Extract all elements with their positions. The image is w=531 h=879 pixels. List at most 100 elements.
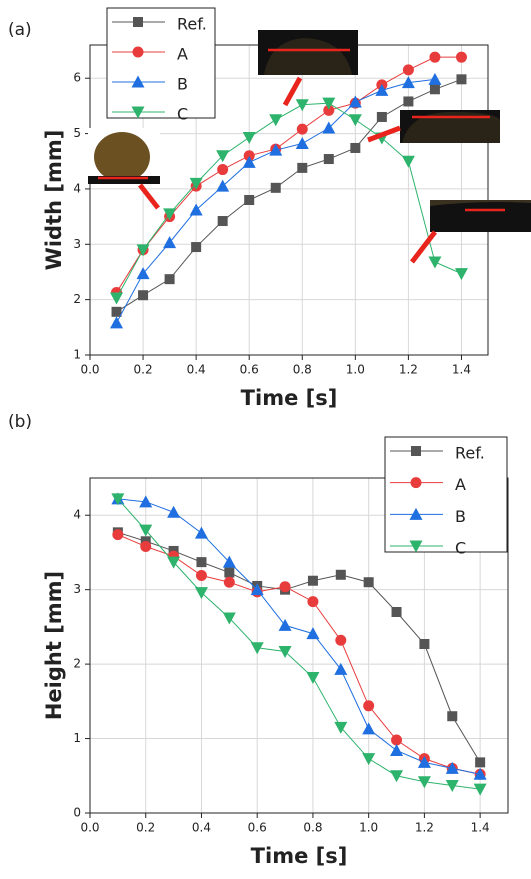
y-tick-label: 3	[73, 237, 81, 251]
plots: (a) 0.0 0.2 0.4 0.6 0.8 1.0 1.2 1.4 1 2 3 4 5 6 Time [s…	[8, 7, 509, 868]
marker	[445, 779, 459, 792]
marker	[195, 570, 207, 582]
marker	[278, 645, 292, 658]
pointer-arrow	[282, 76, 303, 107]
x-tick-label: 1.0	[346, 363, 365, 377]
y-tick-label: 1	[73, 731, 81, 745]
marker	[296, 123, 308, 135]
y-tick-label: 1	[73, 348, 81, 362]
marker	[335, 569, 346, 580]
legend-label: C	[455, 539, 466, 558]
x-tick-label: 0.8	[293, 363, 312, 377]
x-tick-label: 0.6	[248, 821, 267, 835]
legend-label: Ref.	[177, 15, 207, 34]
marker	[429, 84, 440, 95]
marker	[139, 495, 153, 508]
marker	[297, 162, 308, 173]
y-tick-label: 2	[73, 657, 81, 671]
y-axis-title: Width [mm]	[42, 130, 66, 271]
marker	[167, 505, 181, 518]
plot-frame	[89, 477, 509, 814]
legend-marker	[411, 446, 421, 456]
marker	[401, 76, 415, 89]
marker	[402, 64, 414, 76]
marker	[348, 95, 362, 108]
marker	[455, 51, 467, 63]
y-tick-label: 0	[73, 806, 81, 820]
marker	[445, 761, 459, 774]
marker	[429, 51, 441, 63]
pointer-arrow	[410, 230, 437, 264]
marker	[401, 155, 415, 168]
marker	[390, 743, 404, 756]
marker	[250, 642, 264, 655]
legend-marker	[409, 540, 423, 553]
marker	[110, 292, 124, 305]
x-tick-label: 0.4	[192, 821, 211, 835]
marker	[323, 104, 335, 116]
x-tick-label: 0.0	[80, 821, 99, 835]
marker	[335, 634, 347, 646]
substrate	[88, 176, 160, 184]
marker	[403, 96, 414, 107]
marker	[217, 164, 229, 176]
pointer-arrow	[138, 183, 160, 210]
legend-label: B	[177, 75, 188, 94]
y-axis-title: Height [mm]	[42, 571, 66, 720]
legend-label: C	[177, 105, 188, 124]
marker	[242, 155, 256, 168]
legend-marker	[410, 477, 422, 489]
marker	[375, 83, 389, 96]
marker	[307, 575, 318, 586]
marker	[243, 150, 255, 162]
marker	[189, 177, 203, 190]
y-tick-label: 5	[73, 126, 81, 140]
marker	[295, 137, 309, 150]
marker	[191, 242, 202, 253]
panel-label: (b)	[8, 412, 32, 432]
legend-label: A	[455, 475, 466, 494]
marker	[363, 700, 375, 712]
marker	[242, 131, 256, 144]
marker	[306, 627, 320, 640]
marker	[244, 195, 255, 205]
marker	[419, 639, 430, 650]
x-tick-label: 0.6	[240, 363, 259, 377]
y-tick-label: 2	[73, 292, 81, 306]
x-tick-label: 1.2	[399, 363, 418, 377]
x-tick-label: 1.2	[415, 821, 434, 835]
marker	[139, 524, 153, 537]
marker	[454, 268, 468, 281]
marker	[189, 203, 203, 216]
marker	[140, 540, 152, 552]
marker	[456, 74, 467, 85]
pointer-arrow	[367, 125, 401, 143]
marker	[417, 755, 431, 768]
marker	[216, 150, 230, 163]
x-tick-label: 0.4	[187, 363, 206, 377]
y-tick-label: 6	[73, 71, 81, 85]
marker	[163, 236, 177, 249]
marker	[250, 583, 264, 596]
marker	[322, 97, 336, 110]
marker	[363, 577, 374, 588]
droplet	[430, 200, 531, 206]
series-line	[117, 498, 481, 790]
marker	[194, 526, 208, 539]
x-tick-label: 0.8	[303, 821, 322, 835]
marker	[110, 316, 124, 329]
marker	[334, 662, 348, 675]
marker	[194, 587, 208, 600]
marker	[307, 596, 319, 608]
marker	[350, 142, 361, 153]
marker	[473, 767, 487, 780]
marker	[322, 121, 336, 134]
legend-marker	[409, 507, 423, 520]
x-tick-label: 0.2	[134, 363, 153, 377]
legend-marker	[131, 75, 145, 88]
marker	[111, 306, 122, 317]
marker	[362, 722, 376, 735]
marker	[323, 154, 334, 165]
marker	[278, 618, 292, 631]
x-axis-title: Time [s]	[251, 844, 348, 868]
